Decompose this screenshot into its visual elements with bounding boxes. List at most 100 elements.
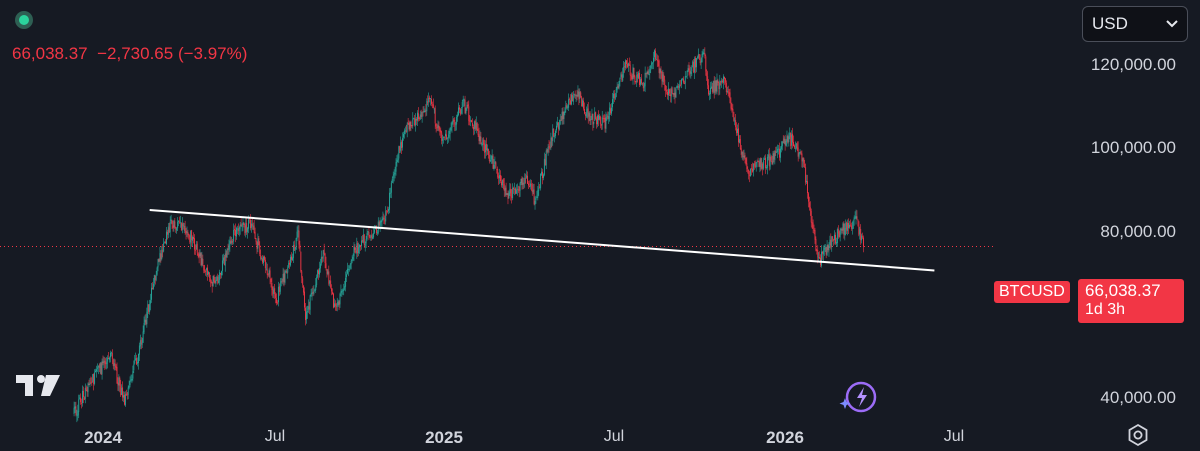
- candle: [180, 222, 182, 232]
- candle: [405, 124, 407, 133]
- candle: [322, 250, 324, 262]
- sparkle-assistant-icon[interactable]: [838, 380, 878, 414]
- candle: [86, 386, 88, 397]
- candle: [144, 314, 146, 326]
- candle: [810, 208, 812, 228]
- candle: [787, 134, 789, 144]
- candle: [676, 85, 678, 89]
- candle: [624, 62, 626, 73]
- candle: [675, 87, 677, 98]
- candle: [637, 71, 639, 83]
- candle: [367, 230, 369, 236]
- candle: [359, 244, 361, 254]
- candle: [382, 211, 384, 221]
- candle: [495, 161, 497, 169]
- candle: [269, 266, 271, 285]
- candle: [308, 301, 310, 314]
- candle: [117, 377, 119, 391]
- candle: [182, 222, 184, 230]
- candle: [265, 262, 267, 271]
- candle: [542, 168, 543, 185]
- candle: [137, 357, 138, 367]
- candle: [709, 90, 710, 101]
- candle: [779, 142, 780, 161]
- candle: [710, 81, 711, 100]
- candle: [756, 159, 758, 168]
- candle: [293, 240, 295, 251]
- candle: [649, 65, 651, 80]
- candle: [562, 106, 564, 125]
- candle: [306, 305, 308, 319]
- candle: [541, 167, 543, 177]
- candle: [90, 376, 92, 384]
- candle: [201, 251, 203, 268]
- candle: [575, 94, 577, 103]
- candle: [782, 135, 784, 144]
- candle: [473, 120, 475, 135]
- candle: [347, 265, 349, 277]
- candle: [136, 354, 138, 366]
- currency-select[interactable]: USD: [1082, 6, 1188, 42]
- last-price-value: 66,038.37: [1085, 281, 1161, 300]
- candle: [494, 156, 496, 169]
- candle: [815, 236, 817, 252]
- candle: [671, 86, 673, 95]
- candle: [296, 226, 298, 242]
- candle: [133, 360, 135, 373]
- candle: [531, 182, 533, 196]
- candle: [724, 77, 726, 88]
- candle: [263, 255, 265, 262]
- x-tick-label: Jul: [603, 428, 625, 445]
- candle: [239, 221, 241, 235]
- candle: [174, 218, 176, 229]
- candle: [126, 392, 128, 400]
- candle: [823, 244, 825, 256]
- candle: [638, 71, 640, 80]
- candle: [690, 66, 692, 79]
- candle: [156, 266, 158, 276]
- candle: [725, 80, 727, 96]
- candle: [456, 114, 458, 131]
- candle: [560, 115, 562, 122]
- candle: [340, 284, 342, 297]
- candle: [590, 115, 592, 126]
- candle: [841, 227, 843, 234]
- candle: [163, 238, 165, 253]
- candle: [596, 116, 598, 129]
- candle: [302, 276, 304, 288]
- candle: [844, 223, 846, 241]
- candle: [402, 132, 403, 151]
- candle: [850, 222, 852, 231]
- candle: [697, 48, 699, 59]
- candle: [724, 76, 725, 85]
- candle: [123, 391, 124, 403]
- candle: [727, 85, 729, 97]
- candle: [270, 278, 272, 288]
- candle: [290, 254, 292, 267]
- candle: [297, 224, 299, 238]
- candle: [388, 206, 389, 215]
- candle: [545, 148, 547, 170]
- candle: [835, 232, 836, 245]
- candle: [733, 111, 735, 122]
- candle: [232, 238, 234, 245]
- tradingview-logo-icon[interactable]: [16, 372, 64, 398]
- candle: [761, 158, 763, 170]
- candle: [612, 92, 613, 112]
- candle: [216, 275, 218, 281]
- candle: [451, 121, 453, 133]
- candle: [849, 220, 850, 229]
- candle: [502, 178, 504, 190]
- gear-icon[interactable]: [1126, 423, 1150, 447]
- candle: [717, 78, 719, 86]
- candle: [220, 272, 222, 279]
- candle: [371, 229, 373, 241]
- candle: [389, 187, 391, 198]
- candle: [757, 157, 759, 163]
- candle: [211, 281, 213, 293]
- candle: [431, 95, 432, 107]
- candle: [859, 226, 861, 240]
- candle: [115, 363, 117, 371]
- candle: [572, 91, 574, 105]
